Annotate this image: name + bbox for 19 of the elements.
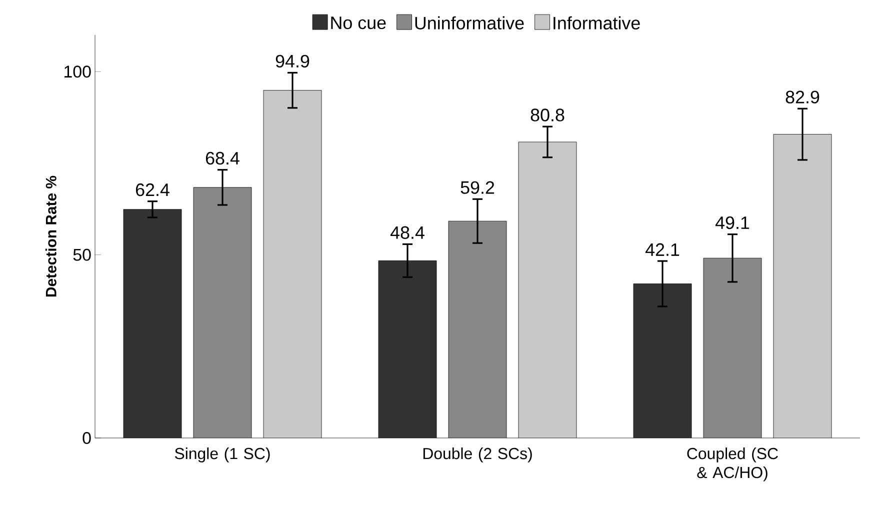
x-tick-label: Double (2 SCs) <box>423 448 532 462</box>
x-tick-label: Coupled (SC & AC/HO) <box>687 448 778 482</box>
data-label: 62.4 <box>136 183 170 196</box>
data-label: 48.4 <box>390 226 424 239</box>
legend-label: Uninformative <box>415 16 524 30</box>
y-axis-title: Detection Rate % <box>45 176 56 297</box>
y-tick-label: 50 <box>73 248 91 261</box>
x-tick-label: Single (1 SC) <box>174 448 270 462</box>
data-label: 68.4 <box>206 152 240 165</box>
y-tick-label: 0 <box>82 432 91 444</box>
data-label: 59.2 <box>460 181 494 194</box>
data-label: 42.1 <box>645 243 680 256</box>
data-label: 82.9 <box>786 90 820 104</box>
data-label: 94.9 <box>276 54 310 68</box>
data-label: 49.1 <box>715 216 750 230</box>
y-tick-label: 100 <box>64 66 91 78</box>
legend-label: No cue <box>331 16 386 30</box>
data-label: 80.8 <box>530 108 564 122</box>
legend-label: Informative <box>554 16 640 30</box>
